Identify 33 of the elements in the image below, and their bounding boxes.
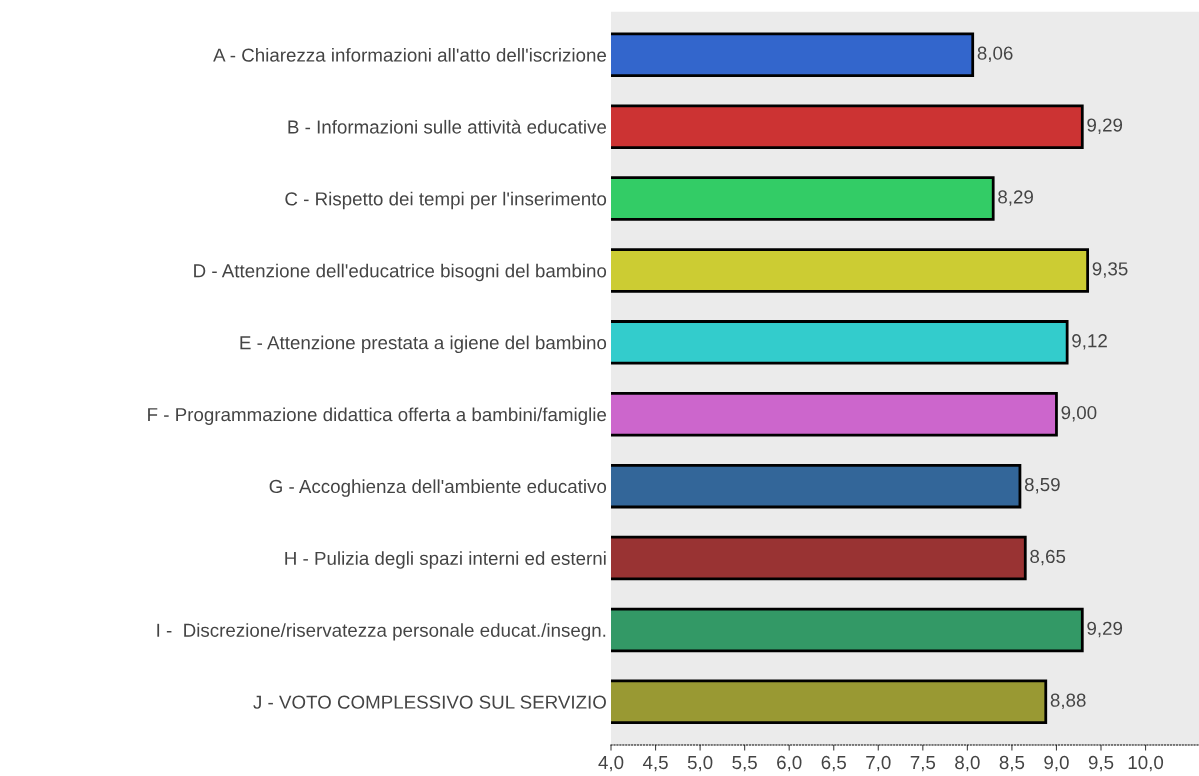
data-label: 9,12: [1072, 334, 1107, 350]
y-tick-label: C - Rispetto dei tempi per l'inserimento: [285, 191, 607, 210]
x-tick-label: 9,0: [1044, 755, 1069, 772]
y-tick-label: I - Discrezione/riservatezza personale educat./insegn.: [157, 623, 606, 641]
data-label: 9,29: [1087, 621, 1123, 638]
data-label: 9,29: [1087, 118, 1123, 134]
x-tick-label: 5,5: [732, 756, 757, 772]
y-tick-label: A - Chiarezza informazioni all'atto dell'iscrizione: [213, 47, 607, 62]
data-label: 8,06: [977, 46, 1013, 63]
y-tick-label: J - VOTO COMPLESSIVO SUL SERVIZIO: [253, 695, 606, 709]
x-tick-label: 7,0: [866, 755, 891, 772]
y-tick-label: F - Programmazione didattica offerta a bambini/famiglie: [148, 407, 607, 425]
x-tick-label: 5,0: [687, 755, 713, 772]
y-tick-label: B - Informazioni sulle attività educative: [288, 119, 607, 134]
x-tick-label: 4,0: [598, 755, 624, 772]
data-label: 9,00: [1061, 406, 1097, 422]
data-label: 8,59: [1024, 477, 1060, 494]
x-tick-label: 6,5: [821, 755, 846, 772]
x-tick-label: 10,0: [1128, 755, 1164, 772]
y-tick-label: H - Pulizia degli spazi interni ed esterni: [285, 551, 606, 569]
y-tick-label: D - Attenzione dell'educatrice bisogni del bambino: [194, 263, 607, 282]
y-tick-label: G - Accoghienza dell'ambiente educativo: [269, 479, 607, 497]
x-tick-label: 8,5: [999, 755, 1025, 772]
x-tick-label: 6,0: [777, 755, 802, 772]
data-label: 8,88: [1050, 693, 1086, 710]
x-tick-label: 7,5: [910, 756, 936, 772]
y-tick-label: E - Attenzione prestata a igiene del bambino: [240, 335, 607, 354]
data-label: 8,29: [998, 190, 1033, 206]
x-tick-label: 8,0: [955, 755, 980, 772]
data-label: 8,65: [1030, 549, 1066, 566]
data-label: 9,35: [1092, 262, 1128, 278]
x-tick-label: 9,5: [1088, 755, 1114, 772]
x-tick-label: 4,5: [642, 756, 668, 772]
